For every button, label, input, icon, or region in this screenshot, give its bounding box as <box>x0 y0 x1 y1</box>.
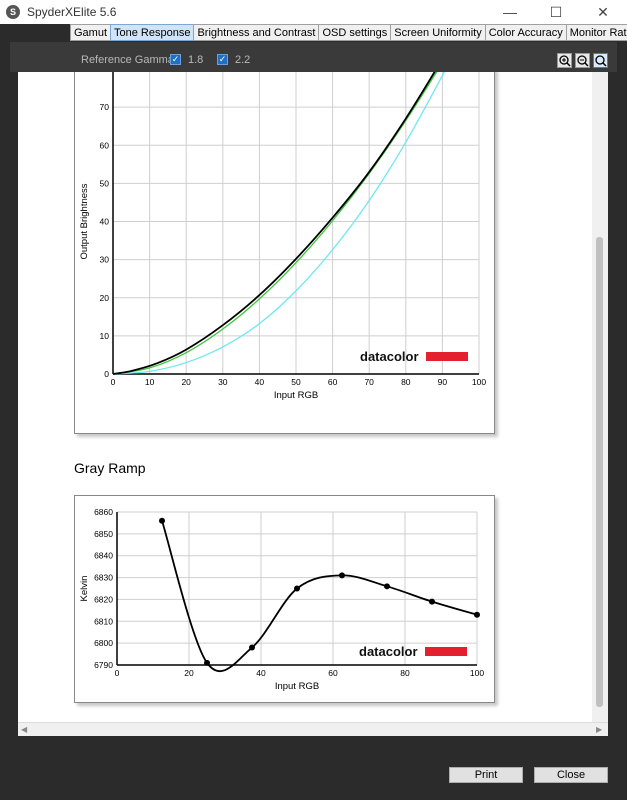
window-title: SpyderXElite 5.6 <box>27 5 117 19</box>
tab-bar: Gamut Tone Response Brightness and Contr… <box>70 24 627 41</box>
y-tick-label: 60 <box>100 140 110 150</box>
x-tick-label: 20 <box>184 668 194 678</box>
app-icon: S <box>6 5 20 19</box>
x-tick-label: 10 <box>145 377 155 387</box>
print-button[interactable]: Print <box>449 767 523 783</box>
x-tick-label: 100 <box>470 668 484 678</box>
data-point <box>159 517 165 524</box>
y-tick-label: 6790 <box>94 660 113 670</box>
y-tick-label: 6840 <box>94 551 113 561</box>
y-axis-label: Kelvin <box>79 576 90 602</box>
series-line-2 <box>112 72 436 375</box>
tab-gamut[interactable]: Gamut <box>70 24 111 41</box>
check-icon: ✓ <box>218 54 227 64</box>
tab-brightness-contrast[interactable]: Brightness and Contrast <box>193 24 319 41</box>
gamma-22-checkbox[interactable]: ✓ <box>217 54 228 65</box>
x-tick-label: 20 <box>181 377 191 387</box>
report-content: 0 10 20 30 40 50 60 70 80 90 100 0 10 20 30 40 50 60 70 80 I… <box>18 72 608 722</box>
datacolor-logo-bar <box>426 352 468 361</box>
zoom-out-button[interactable] <box>575 53 590 68</box>
vertical-scroll-thumb[interactable] <box>596 237 603 707</box>
x-tick-label: 40 <box>255 377 265 387</box>
data-point <box>474 611 480 618</box>
x-tick-label: 40 <box>256 668 266 678</box>
x-tick-label: 60 <box>328 668 338 678</box>
x-tick-label: 60 <box>328 377 338 387</box>
title-bar: S SpyderXElite 5.6 — ☐ ✕ <box>0 0 627 24</box>
y-tick-label: 0 <box>104 369 109 379</box>
datacolor-logo-text: datacolor <box>360 349 419 364</box>
x-tick-label: 100 <box>472 377 486 387</box>
close-icon: ✕ <box>597 4 609 20</box>
gamma-22-label: 2.2 <box>235 54 251 66</box>
close-window-button[interactable]: ✕ <box>580 0 626 24</box>
y-tick-label: 6850 <box>94 529 113 539</box>
x-tick-label: 50 <box>291 377 301 387</box>
data-point <box>384 583 390 590</box>
data-point <box>339 572 345 579</box>
zoom-in-button[interactable] <box>557 53 572 68</box>
y-tick-label: 20 <box>100 293 110 303</box>
x-tick-label: 80 <box>401 377 411 387</box>
check-icon: ✓ <box>171 54 180 64</box>
gray-ramp-title: Gray Ramp <box>74 460 146 476</box>
data-point <box>204 659 210 666</box>
maximize-button[interactable]: ☐ <box>533 0 579 24</box>
x-axis-label: Input RGB <box>274 390 318 401</box>
gray-ramp-chart-frame: 0 20 40 60 80 100 6790 6800 6810 6820 6830 6840 6850… <box>74 495 495 703</box>
zoom-in-icon <box>559 55 571 67</box>
y-axis-label: Output Brightness <box>79 183 90 259</box>
minimize-icon: — <box>503 4 517 20</box>
y-tick-label: 10 <box>100 331 110 341</box>
x-tick-label: 30 <box>218 377 228 387</box>
tone-response-chart-frame: 0 10 20 30 40 50 60 70 80 90 100 0 10 20 30 40 50 60 70 80 I… <box>74 72 495 434</box>
datacolor-logo-bar <box>425 647 467 656</box>
tab-monitor-rating[interactable]: Monitor Rating <box>565 24 627 41</box>
tab-osd-settings[interactable]: OSD settings <box>318 24 391 41</box>
zoom-out-icon <box>577 55 589 67</box>
tab-screen-uniformity[interactable]: Screen Uniformity <box>390 24 485 41</box>
series-line-0 <box>161 520 478 672</box>
zoom-fit-icon <box>595 55 607 67</box>
y-tick-label: 80 <box>100 72 110 74</box>
tab-color-accuracy[interactable]: Color Accuracy <box>484 24 566 41</box>
y-tick-label: 50 <box>100 178 110 188</box>
scroll-right-icon[interactable]: ▶ <box>596 725 603 734</box>
datacolor-logo-text: datacolor <box>359 644 418 659</box>
horizontal-scrollbar[interactable]: ◀ ▶ <box>18 722 608 736</box>
x-tick-label: 80 <box>400 668 410 678</box>
y-tick-label: 6810 <box>94 616 113 626</box>
gamma-18-label: 1.8 <box>188 54 204 66</box>
data-point <box>294 585 300 592</box>
toolbar: Reference Gamma: ✓ 1.8 ✓ 2.2 <box>10 42 617 72</box>
data-point <box>249 644 255 651</box>
y-tick-label: 40 <box>100 217 110 227</box>
x-tick-label: 90 <box>438 377 448 387</box>
series-line-0 <box>112 72 445 375</box>
gray-ramp-chart: 0 20 40 60 80 100 6790 6800 6810 6820 6830 6840 6850… <box>79 507 484 692</box>
y-tick-label: 6830 <box>94 573 113 583</box>
scroll-left-icon[interactable]: ◀ <box>21 725 28 734</box>
x-tick-label: 0 <box>111 377 116 387</box>
y-tick-label: 30 <box>100 255 110 265</box>
x-tick-label: 70 <box>364 377 374 387</box>
gamma-18-checkbox[interactable]: ✓ <box>170 54 181 65</box>
minimize-button[interactable]: — <box>487 0 533 24</box>
vertical-scrollbar[interactable] <box>592 72 608 722</box>
tone-response-chart: 0 10 20 30 40 50 60 70 80 90 100 0 10 20 30 40 50 60 70 80 I… <box>79 72 486 401</box>
y-tick-label: 70 <box>100 102 110 112</box>
data-point <box>429 598 435 605</box>
x-axis-label: Input RGB <box>275 681 319 692</box>
series-line-1 <box>112 72 438 375</box>
y-tick-label: 6800 <box>94 638 113 648</box>
maximize-icon: ☐ <box>549 4 563 20</box>
close-button[interactable]: Close <box>534 767 608 783</box>
y-tick-label: 6860 <box>94 507 113 517</box>
tab-tone-response[interactable]: Tone Response <box>110 24 194 41</box>
reference-gamma-label: Reference Gamma: <box>81 54 177 66</box>
zoom-fit-button[interactable] <box>593 53 608 68</box>
x-tick-label: 0 <box>115 668 120 678</box>
y-tick-label: 6820 <box>94 594 113 604</box>
